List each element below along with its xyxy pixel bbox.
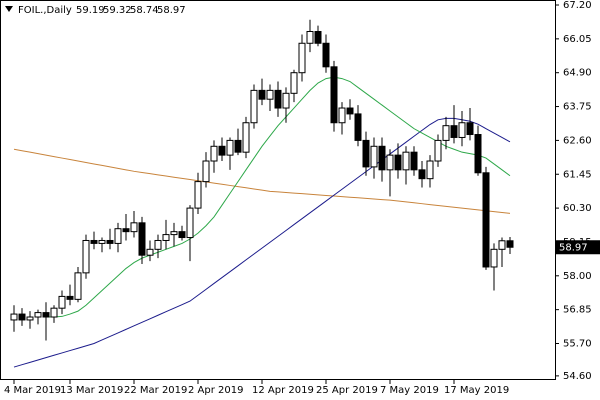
candle-body [378, 145, 386, 171]
menu-icon [5, 6, 13, 12]
candle-body [122, 228, 130, 233]
candle-body [186, 207, 194, 239]
candle-body [106, 239, 114, 244]
candle-body [130, 222, 138, 233]
ohlc-close: 58.97 [157, 5, 186, 16]
y-tick-label: 62.60 [563, 135, 592, 146]
candle-body [330, 66, 338, 124]
candle-body [82, 239, 90, 274]
candle-body [362, 139, 370, 168]
x-tick-label: 7 May 2019 [380, 385, 439, 396]
x-tick-label: 2 Apr 2019 [188, 385, 243, 396]
candle-body [202, 160, 210, 183]
candle-body [66, 295, 74, 300]
candle-body [90, 239, 98, 244]
candle-body [346, 107, 354, 115]
candle-body [138, 222, 146, 256]
candle-body [154, 239, 162, 250]
candle-body [354, 113, 362, 141]
y-tick-label: 60.30 [563, 203, 592, 214]
candle-body [250, 89, 258, 124]
candle-body [402, 151, 410, 171]
y-tick-label: 56.85 [563, 305, 592, 316]
candle-body [498, 240, 506, 250]
chart-title: FOIL.,Daily [18, 5, 72, 16]
y-tick-label: 66.05 [563, 34, 592, 45]
ma-line [13, 117, 511, 368]
candle-body [26, 316, 34, 321]
candle-body [426, 160, 434, 180]
candle-body [338, 107, 346, 124]
candle-body [298, 42, 306, 74]
candle-body [50, 307, 58, 318]
candle-body [306, 30, 314, 44]
candle-body [114, 228, 122, 244]
candle-body [210, 145, 218, 162]
candle-body [258, 89, 266, 100]
y-tick-label: 54.60 [563, 371, 592, 382]
candle-body [170, 231, 178, 236]
candle-body [218, 145, 226, 156]
candle-body [34, 312, 42, 318]
candle-body [42, 312, 50, 318]
ma-line [13, 148, 511, 214]
candle-body [482, 172, 490, 268]
x-tick-label: 4 Mar 2019 [4, 385, 61, 396]
x-tick-label: 17 May 2019 [444, 385, 509, 396]
candle-body [442, 125, 450, 141]
candle-body [490, 248, 498, 268]
candle-body [234, 139, 242, 153]
candle-body [290, 72, 298, 94]
candle-body [266, 89, 274, 100]
price-label: 58.97 [559, 242, 588, 253]
x-tick-label: 12 Apr 2019 [252, 385, 314, 396]
price-label-box [556, 240, 600, 255]
ohlc-low: 58.74 [130, 5, 159, 16]
y-tick-label: 67.20 [563, 0, 592, 11]
candle-body [58, 295, 66, 309]
plot-frame [0, 0, 556, 380]
candle-body [282, 92, 290, 109]
ohlc-open: 59.19 [76, 5, 105, 16]
candle-body [370, 145, 378, 168]
y-tick-label: 61.45 [563, 169, 592, 180]
candle-body [474, 134, 482, 174]
candle-body [506, 240, 514, 248]
candle-body [450, 125, 458, 138]
candle-body [10, 313, 18, 321]
x-tick-label: 25 Apr 2019 [316, 385, 378, 396]
candle-body [418, 169, 426, 180]
candle-body [386, 154, 394, 171]
ma-line [46, 76, 511, 318]
ohlc-high: 59.32 [103, 5, 132, 16]
y-tick-label: 58.00 [563, 271, 592, 282]
candle-body [242, 122, 250, 153]
candle-body [458, 122, 466, 138]
candle-body [98, 239, 106, 244]
candle-body [394, 154, 402, 171]
candle-body [194, 181, 202, 209]
candle-body [226, 139, 234, 156]
y-tick-label: 63.75 [563, 102, 592, 113]
candle-body [162, 234, 170, 241]
candle-body [466, 122, 474, 136]
candle-body [322, 42, 330, 68]
candle-body [410, 151, 418, 171]
candle-body [74, 272, 82, 300]
x-tick-label: 22 Mar 2019 [124, 385, 187, 396]
candle-body [18, 313, 26, 321]
candle-body [178, 231, 186, 239]
x-tick-label: 13 Mar 2019 [60, 385, 123, 396]
y-tick-label: 64.90 [563, 68, 592, 79]
candle-body [146, 248, 154, 256]
y-tick-label: 55.70 [563, 339, 592, 350]
candle-body [314, 30, 322, 44]
candle-body [434, 139, 442, 162]
candle-body [274, 89, 282, 109]
